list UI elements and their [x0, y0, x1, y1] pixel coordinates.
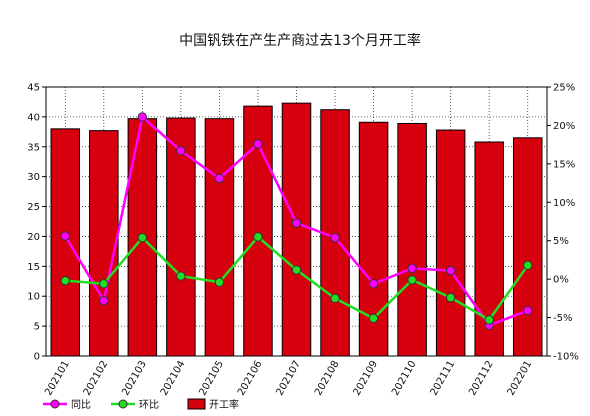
- bar-开工率-202101[interactable]: [50, 128, 81, 357]
- legend-marker-环比: [118, 399, 128, 409]
- legend-label-同比: 同比: [71, 399, 91, 411]
- bar-开工率-202105[interactable]: [204, 118, 235, 357]
- point-同比-202105[interactable]: [214, 173, 225, 184]
- y-left-tick-label: 30: [27, 172, 40, 183]
- bar-开工率-202110[interactable]: [397, 122, 427, 357]
- x-tick-label: 202106: [236, 359, 265, 398]
- point-环比-202112[interactable]: [484, 315, 494, 325]
- bar-开工率-202111[interactable]: [435, 129, 466, 357]
- y-left-tick-label: 45: [27, 83, 40, 94]
- point-环比-202111[interactable]: [445, 292, 456, 303]
- point-同比-202201[interactable]: [523, 305, 533, 316]
- legend-marker-同比: [50, 399, 60, 409]
- y-right-tick-label: -5%: [553, 313, 572, 324]
- x-tick-label: 202201: [506, 359, 535, 398]
- point-环比-202106[interactable]: [253, 232, 263, 242]
- x-tick-label: 202108: [313, 359, 342, 398]
- legend: 同比 环比 开工率: [43, 398, 239, 411]
- x-tick-label: 202110: [390, 359, 419, 398]
- y-right-tick-label: 0%: [553, 275, 569, 286]
- y-right-tick-label: 15%: [553, 159, 575, 170]
- bar-开工率-202201[interactable]: [512, 137, 543, 357]
- y-left-tick-label: 10: [27, 292, 40, 303]
- x-tick-label: 202103: [120, 359, 149, 398]
- x-tick-label: 202104: [159, 359, 188, 398]
- point-同比-202102[interactable]: [99, 295, 109, 306]
- legend-label-环比: 环比: [139, 399, 159, 411]
- point-同比-202107[interactable]: [291, 218, 302, 228]
- legend-label-开工率: 开工率: [209, 398, 239, 411]
- y-right-tick-label: -10%: [553, 352, 579, 363]
- point-环比-202104[interactable]: [176, 271, 186, 281]
- point-同比-202101[interactable]: [60, 231, 70, 241]
- point-环比-202108[interactable]: [330, 293, 340, 304]
- point-环比-202110[interactable]: [407, 275, 417, 285]
- point-同比-202110[interactable]: [407, 263, 417, 274]
- x-tick-label: 202109: [352, 359, 381, 398]
- bar-开工率-202102[interactable]: [89, 130, 119, 357]
- y-left-tick-label: 25: [27, 202, 40, 213]
- y-right-tick-label: 10%: [553, 198, 575, 209]
- point-环比-202201[interactable]: [523, 260, 533, 271]
- x-tick-label: 202105: [197, 359, 226, 398]
- plot-frame: [45, 86, 548, 357]
- point-环比-202103[interactable]: [137, 232, 148, 243]
- plot-area: 0 5 10 15 20 25 30 35 40 45 -10% -5% 0% 5% 10% 15% 20% 25…: [27, 83, 579, 398]
- point-同比-202103[interactable]: [137, 112, 148, 122]
- y-left-tick-label: 40: [27, 112, 40, 123]
- point-环比-202107[interactable]: [291, 265, 302, 275]
- bar-开工率-202107[interactable]: [281, 102, 312, 357]
- y-left-tick-label: 5: [34, 322, 40, 333]
- point-环比-202109[interactable]: [368, 313, 379, 324]
- x-tick-label: 202107: [274, 359, 303, 398]
- x-tick-label: 202102: [82, 359, 111, 398]
- chart-title: 中国钒铁在产生产商过去13个月开工率: [179, 32, 421, 49]
- x-tick-label: 202112: [467, 359, 496, 398]
- x-tick-label: 202111: [429, 359, 458, 398]
- point-环比-202105[interactable]: [214, 277, 225, 287]
- y-left-tick-label: 15: [27, 262, 40, 273]
- y-right-tick-label: 5%: [553, 236, 569, 247]
- y-left-tick-label: 0: [34, 352, 40, 363]
- y-right-tick-label: 25%: [553, 83, 575, 94]
- point-同比-202108[interactable]: [330, 232, 340, 243]
- y-left-tick-label: 35: [27, 142, 40, 153]
- point-环比-202102[interactable]: [99, 279, 109, 289]
- point-同比-202106[interactable]: [253, 139, 263, 149]
- point-同比-202111[interactable]: [445, 265, 456, 276]
- x-tick-label: 202101: [43, 359, 72, 398]
- legend-swatch-开工率: [187, 398, 206, 410]
- point-环比-202101[interactable]: [60, 275, 70, 286]
- point-同比-202109[interactable]: [368, 279, 379, 289]
- y-right-tick-label: 20%: [553, 121, 575, 132]
- point-同比-202104[interactable]: [176, 146, 186, 156]
- y-left-tick-label: 20: [27, 232, 40, 243]
